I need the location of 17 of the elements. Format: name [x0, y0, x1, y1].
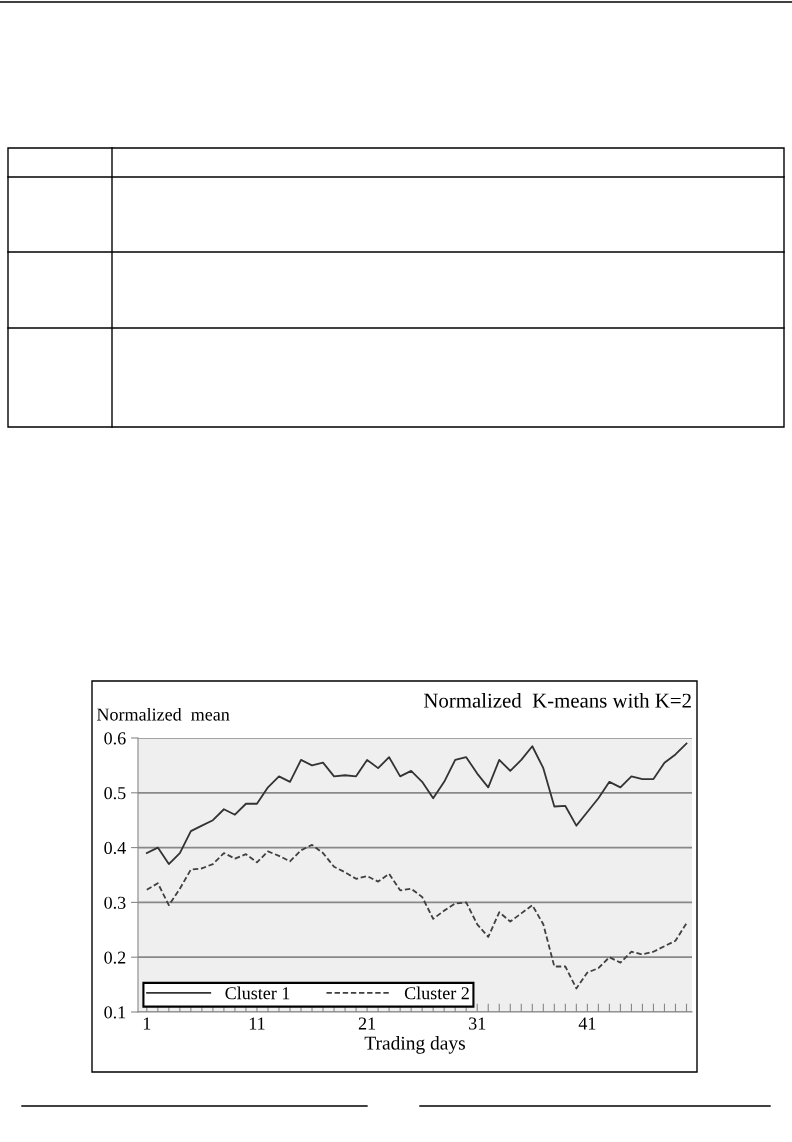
y-tick-label: 0.3	[104, 896, 126, 909]
y-tick-label: 0.2	[104, 951, 126, 964]
y-axis-title: Normalized mean	[96, 707, 230, 721]
y-tick-label: 0.1	[104, 1006, 126, 1019]
x-tick-label: 11	[249, 1017, 265, 1030]
x-axis-title: Trading days	[364, 1036, 465, 1054]
x-tick-label: 21	[358, 1017, 376, 1030]
y-tick-label: 0.6	[104, 732, 126, 745]
x-tick-label: 1	[143, 1017, 151, 1030]
line-series	[145, 742, 688, 865]
chart-title: Normalized K-means with K=2	[423, 692, 691, 708]
y-tick-label: 0.5	[104, 787, 126, 800]
x-tick-label: 31	[469, 1017, 486, 1030]
legend-label: Cluster 1	[225, 986, 290, 1000]
legend-label: Cluster 2	[404, 986, 469, 1000]
x-tick-label: 41	[578, 1017, 596, 1030]
y-tick-label: 0.4	[104, 841, 126, 855]
